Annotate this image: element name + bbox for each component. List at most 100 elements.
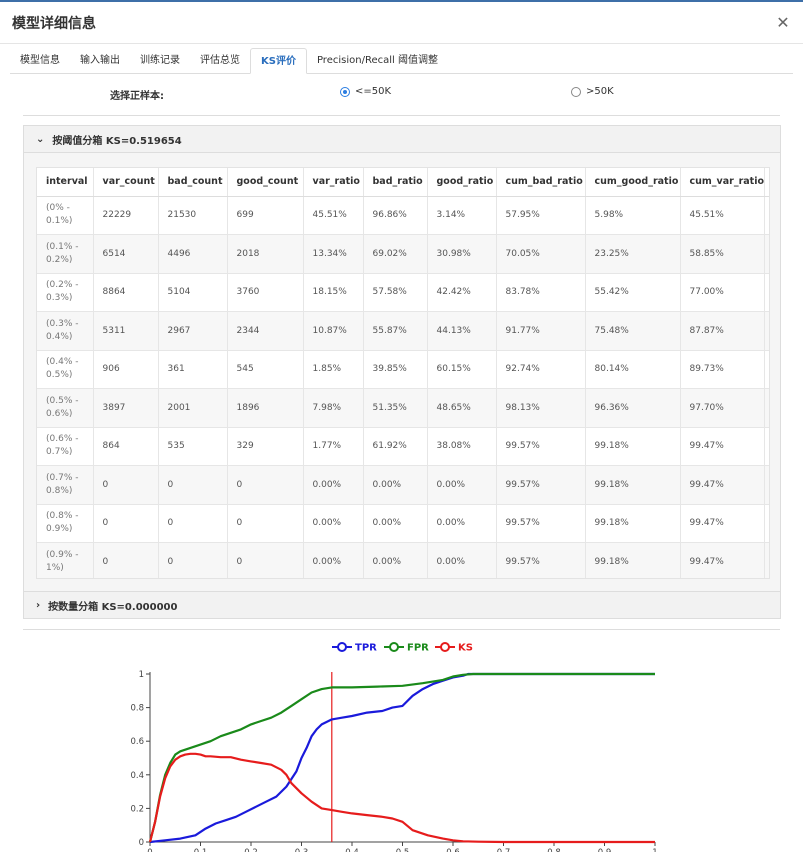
x-tick-label: 0 [147, 848, 152, 852]
table-cell-cum-good-ratio: 80.14% [585, 350, 681, 389]
count-bin-panel-title: 按数量分箱 KS=0.000000 [48, 601, 178, 613]
tab-training-records[interactable]: 训练记录 [140, 55, 180, 66]
threshold-bin-panel-body: interval var_count bad_count good_count var_… [23, 153, 781, 591]
table-cell-var-count: 906 [93, 350, 159, 389]
threshold-bin-panel-title: 按阈值分箱 KS=0.519654 [52, 135, 182, 147]
table-cell-good-count: 0 [227, 504, 304, 543]
column-header-cum-var-ratio: cum_var_ratio [680, 168, 766, 197]
table-cell-good-count: 0 [227, 465, 304, 505]
table-cell-cum-good-ratio: 99.18% [585, 504, 681, 543]
table-cell-bad-count: 0 [158, 504, 228, 543]
table-cell-cum-bad-ratio: 91.77% [496, 311, 586, 351]
table-cell-overflow [764, 542, 769, 578]
legend-label-ks: KS [458, 643, 473, 654]
table-cell-good-count: 329 [227, 427, 304, 466]
column-header-good-count: good_count [227, 168, 304, 197]
legend-label-tpr: TPR [355, 643, 377, 654]
column-header-overflow [764, 168, 769, 197]
legend-marker-fpr [389, 642, 399, 652]
table-cell-bad-count: 361 [158, 350, 228, 389]
table-cell-interval: (0.9% - 1%) [37, 542, 94, 578]
table-cell-cum-bad-ratio: 57.95% [496, 196, 586, 235]
table-cell-good-count: 3760 [227, 273, 304, 312]
table-cell-bad-ratio: 51.35% [363, 388, 428, 428]
close-icon[interactable]: ✕ [776, 13, 790, 32]
table-cell-cum-var-ratio: 99.47% [680, 465, 766, 505]
column-header-bad-count: bad_count [158, 168, 228, 197]
table-cell-interval: (0.2% - 0.3%) [37, 273, 94, 312]
table-cell-var-ratio: 10.87% [303, 311, 364, 351]
table-cell-cum-var-ratio: 99.47% [680, 542, 766, 578]
legend-label-fpr: FPR [407, 643, 429, 654]
table-cell-var-ratio: 18.15% [303, 273, 364, 312]
table-cell-cum-var-ratio: 45.51% [680, 196, 766, 235]
radio-checked-icon[interactable] [340, 86, 350, 97]
table-cell-var-count: 0 [93, 504, 159, 543]
table-row: (0.6% - 0.7%) 864 535 329 1.77% 61.92% 38.08% 9… [37, 427, 769, 466]
table-cell-bad-count: 535 [158, 427, 228, 466]
table-cell-cum-bad-ratio: 70.05% [496, 234, 586, 274]
table-cell-var-count: 3897 [93, 388, 159, 428]
column-header-var-count: var_count [93, 168, 159, 197]
dialog-header: 模型详细信息 ✕ [0, 2, 803, 44]
table-cell-bad-ratio: 61.92% [363, 427, 428, 466]
tab-precision-recall[interactable]: Precision/Recall 阈值调整 [316, 55, 438, 66]
y-tick-label: 0.2 [130, 804, 144, 814]
table-cell-bad-ratio: 69.02% [363, 234, 428, 274]
table-cell-interval: (0% - 0.1%) [37, 196, 94, 235]
table-cell-cum-good-ratio: 55.42% [585, 273, 681, 312]
count-bin-panel-header[interactable]: › 按数量分箱 KS=0.000000 [23, 591, 781, 619]
column-header-bad-ratio: bad_ratio [363, 168, 428, 197]
table-cell-overflow [764, 388, 769, 428]
table-cell-good-ratio: 42.42% [427, 273, 497, 312]
column-header-interval: interval [37, 168, 94, 197]
y-tick-label: 0 [139, 838, 144, 848]
table-cell-good-ratio: 38.08% [427, 427, 497, 466]
table-cell-interval: (0.5% - 0.6%) [37, 388, 94, 428]
table-cell-var-ratio: 13.34% [303, 234, 364, 274]
radio-gt-50k[interactable]: >50K [571, 86, 614, 97]
table-cell-cum-bad-ratio: 83.78% [496, 273, 586, 312]
tab-evaluation-overview[interactable]: 评估总览 [200, 55, 240, 66]
radio-gt-50k-label: >50K [586, 86, 614, 97]
threshold-bin-panel-header[interactable]: ⌄ 按阈值分箱 KS=0.519654 [23, 125, 781, 153]
table-cell-var-count: 8864 [93, 273, 159, 312]
table-cell-cum-var-ratio: 77.00% [680, 273, 766, 312]
table-cell-bad-ratio: 0.00% [363, 542, 428, 578]
table-cell-good-ratio: 3.14% [427, 196, 497, 235]
table-cell-cum-var-ratio: 89.73% [680, 350, 766, 389]
table-cell-var-ratio: 45.51% [303, 196, 364, 235]
table-cell-cum-bad-ratio: 99.57% [496, 465, 586, 505]
chevron-down-icon: ⌄ [36, 133, 45, 145]
table-cell-interval: (0.1% - 0.2%) [37, 234, 94, 274]
divider [23, 629, 780, 630]
table-cell-bad-count: 2001 [158, 388, 228, 428]
table-cell-cum-good-ratio: 23.25% [585, 234, 681, 274]
radio-unchecked-icon[interactable] [571, 86, 581, 97]
table-cell-cum-good-ratio: 75.48% [585, 311, 681, 351]
table-cell-cum-good-ratio: 99.18% [585, 542, 681, 578]
tab-model-info[interactable]: 模型信息 [20, 55, 60, 66]
table-cell-overflow [764, 427, 769, 466]
table-cell-bad-ratio: 96.86% [363, 196, 428, 235]
table-cell-interval: (0.7% - 0.8%) [37, 465, 94, 505]
radio-le-50k[interactable]: <=50K [340, 86, 391, 97]
positive-sample-label: 选择正样本: [110, 91, 164, 102]
ks-table-container[interactable]: interval var_count bad_count good_count var_… [36, 167, 770, 579]
column-header-good-ratio: good_ratio [427, 168, 497, 197]
table-cell-overflow [764, 350, 769, 389]
tab-ks-evaluation[interactable]: KS评价 [250, 48, 307, 74]
legend-marker-tpr [337, 642, 347, 652]
table-cell-var-ratio: 0.00% [303, 504, 364, 543]
tab-input-output[interactable]: 输入输出 [80, 55, 120, 66]
table-row: (0.8% - 0.9%) 0 0 0 0.00% 0.00% 0.00% 99.57% 99.… [37, 504, 769, 543]
table-cell-interval: (0.6% - 0.7%) [37, 427, 94, 466]
count-bin-panel: › 按数量分箱 KS=0.000000 [23, 591, 781, 619]
table-cell-bad-ratio: 39.85% [363, 350, 428, 389]
table-cell-bad-count: 0 [158, 542, 228, 578]
column-header-var-ratio: var_ratio [303, 168, 364, 197]
table-cell-good-ratio: 30.98% [427, 234, 497, 274]
table-cell-cum-var-ratio: 99.47% [680, 504, 766, 543]
table-cell-cum-good-ratio: 99.18% [585, 427, 681, 466]
table-row: (0.5% - 0.6%) 3897 2001 1896 7.98% 51.35% 48.6… [37, 388, 769, 428]
